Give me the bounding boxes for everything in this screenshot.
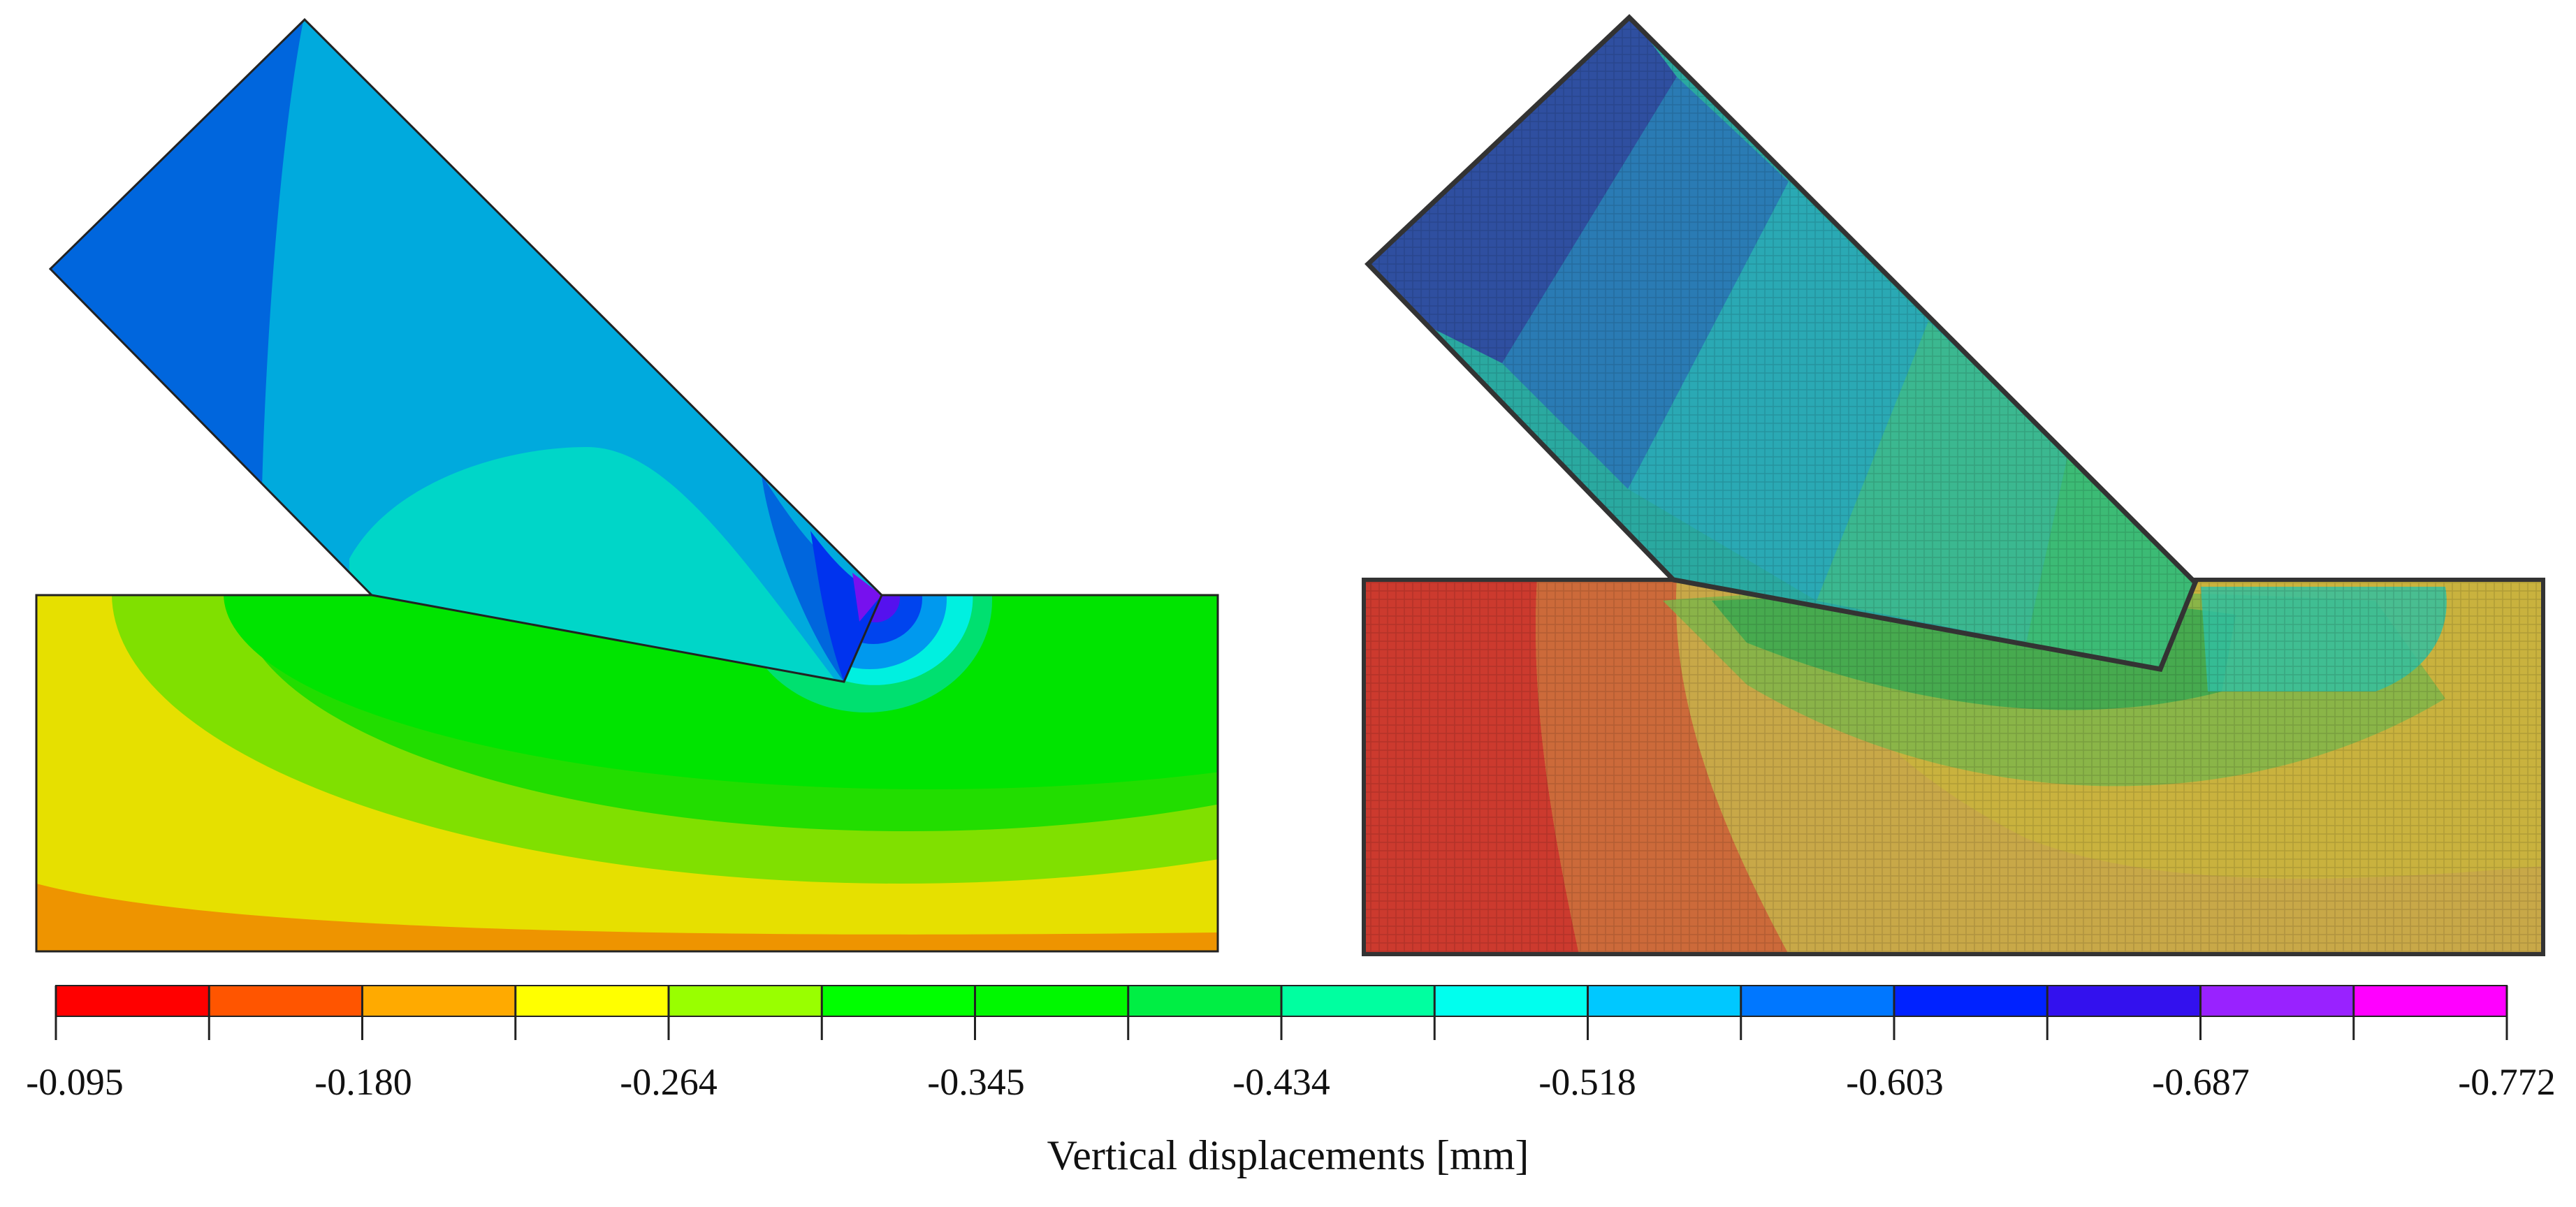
right-photo-panel	[1362, 14, 2545, 956]
legend-color-segment	[668, 985, 823, 1017]
legend-tick-label: -0.095	[26, 1061, 124, 1103]
legend-color-segment	[1281, 985, 1436, 1017]
legend-color-segment	[208, 985, 363, 1017]
legend-color-segment	[821, 985, 976, 1017]
legend-color-segment	[974, 985, 1129, 1017]
legend-tick-label: -0.434	[1232, 1061, 1330, 1103]
legend-tick-label: -0.687	[2152, 1061, 2250, 1103]
left-model-panel	[35, 17, 1219, 953]
legend-tick-label: -0.345	[927, 1061, 1025, 1103]
legend-color-segment	[2046, 985, 2202, 1017]
legend-color-segment	[1434, 985, 1589, 1017]
right-brace	[1368, 17, 2195, 669]
legend-tick-label: -0.518	[1538, 1061, 1636, 1103]
legend-color-segment	[55, 985, 210, 1017]
legend-color-segment	[2352, 985, 2508, 1017]
left-brace	[50, 20, 882, 682]
legend-color-segment	[1740, 985, 1895, 1017]
legend-tick-label: -0.264	[620, 1061, 718, 1103]
right-brace-outline	[1365, 14, 2199, 672]
color-legend-bar	[54, 985, 2508, 1040]
legend-color-segment	[361, 985, 516, 1017]
legend-tick-label: -0.180	[314, 1061, 412, 1103]
legend-tick-label: -0.603	[1846, 1061, 1944, 1103]
right-base-block	[1364, 580, 2543, 954]
legend-color-segment	[1893, 985, 2049, 1017]
legend-tick-label: -0.772	[2458, 1061, 2556, 1103]
legend-color-segment	[1587, 985, 1742, 1017]
legend-color-segment	[2199, 985, 2355, 1017]
legend-color-segment	[514, 985, 669, 1017]
legend-color-segment	[1127, 985, 1282, 1017]
legend-title: Vertical displacements [mm]	[1047, 1132, 1529, 1178]
left-brace-outline	[48, 17, 883, 683]
